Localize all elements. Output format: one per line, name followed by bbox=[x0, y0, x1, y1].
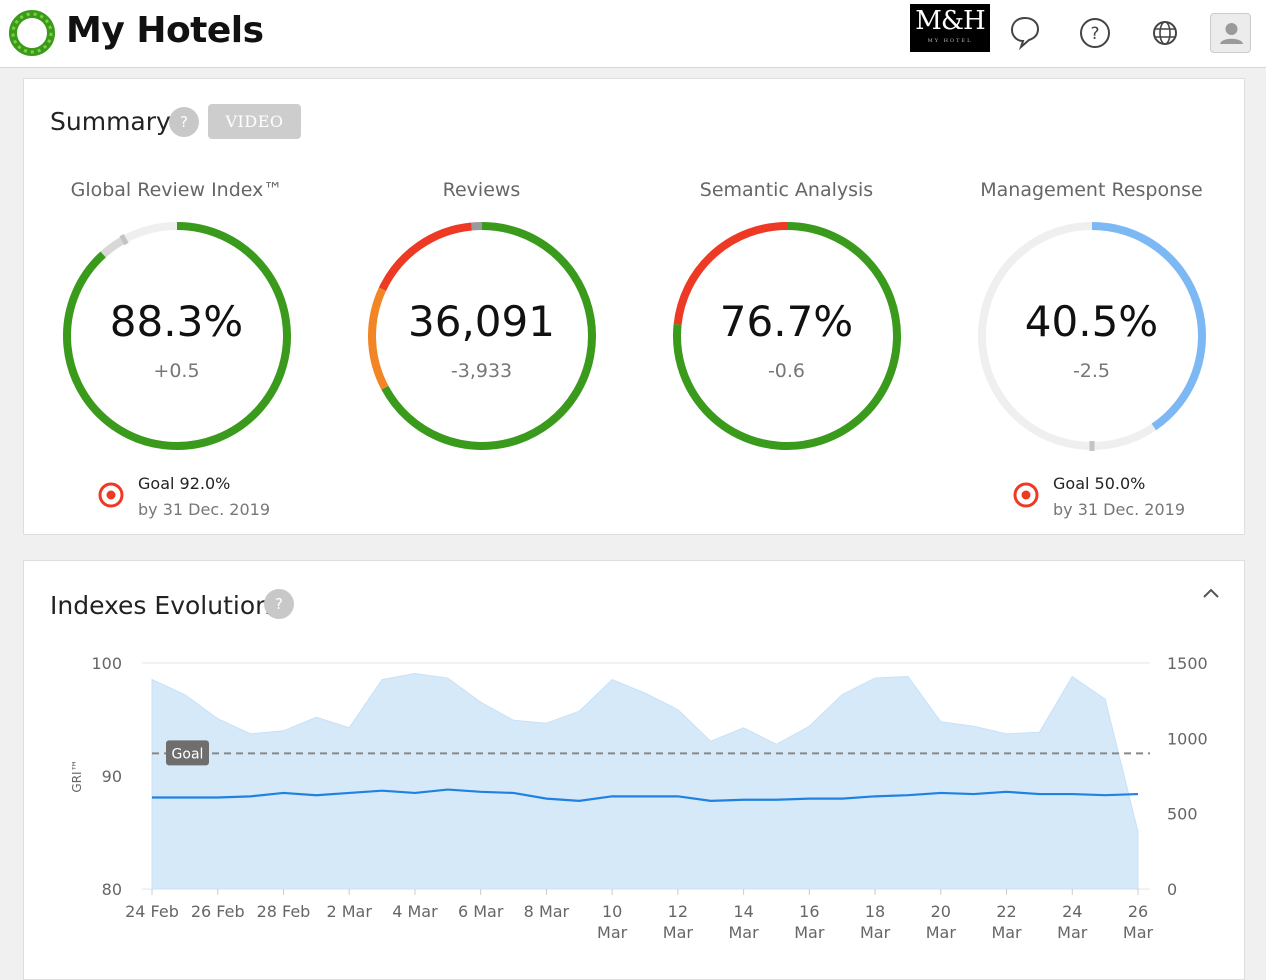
indexes-evolution-chart: Goal 100 90 80 1500 1000 500 0 GRI™ 24 Feb 26 Feb 2… bbox=[24, 561, 1246, 971]
x-tick-label: 2 Mar bbox=[326, 902, 372, 921]
reviews-area-series bbox=[152, 674, 1138, 889]
x-tick-label: Mar bbox=[597, 923, 628, 942]
brand-logo-bottom: MY HOTEL bbox=[910, 38, 990, 44]
app-title: My Hotels bbox=[66, 10, 264, 51]
x-tick-label: Mar bbox=[860, 923, 891, 942]
user-avatar-button[interactable] bbox=[1210, 13, 1251, 53]
y-tick-label: 90 bbox=[102, 767, 122, 786]
kpi-goal: Goal 92.0% by 31 Dec. 2019 bbox=[98, 472, 318, 522]
chat-bubble-icon[interactable] bbox=[1008, 14, 1042, 50]
kpi-delta: +0.5 bbox=[24, 360, 329, 382]
x-tick-label: 18 bbox=[865, 902, 885, 921]
x-tick-label: 26 bbox=[1128, 902, 1148, 921]
goal-date: by 31 Dec. 2019 bbox=[1053, 500, 1185, 519]
kpi-label: Reviews bbox=[329, 179, 634, 201]
summary-card: Summary ? VIDEO Global Review Index™ 88.… bbox=[23, 78, 1245, 535]
kpi-label: Management Response bbox=[939, 179, 1244, 201]
kpi-value: 40.5% bbox=[939, 297, 1244, 346]
kpi-goal: Goal 50.0% by 31 Dec. 2019 bbox=[1013, 472, 1233, 522]
x-tick-label: Mar bbox=[926, 923, 957, 942]
kpi-reviews[interactable]: Reviews 36,091 -3,933 bbox=[329, 79, 634, 536]
x-tick-label: Mar bbox=[794, 923, 825, 942]
y2-tick-label: 1000 bbox=[1167, 729, 1208, 748]
kpi-value: 76.7% bbox=[634, 297, 939, 346]
x-tick-label: 6 Mar bbox=[458, 902, 504, 921]
x-tick-label: 24 bbox=[1062, 902, 1082, 921]
x-tick-label: 14 bbox=[733, 902, 753, 921]
kpi-semantic-analysis[interactable]: Semantic Analysis 76.7% -0.6 bbox=[634, 79, 939, 536]
goal-label: Goal bbox=[172, 746, 204, 762]
help-circle-icon[interactable]: ? bbox=[1078, 14, 1112, 50]
x-tick-label: 12 bbox=[668, 902, 688, 921]
x-tick-label: 10 bbox=[602, 902, 622, 921]
y-tick-label: 80 bbox=[102, 880, 122, 899]
kpi-global-review-index[interactable]: Global Review Index™ 88.3% +0.5 Goal 92.… bbox=[24, 79, 329, 536]
y2-tick-label: 500 bbox=[1167, 805, 1198, 824]
x-tick-label: Mar bbox=[1057, 923, 1088, 942]
top-bar: My Hotels M&H MY HOTEL ? bbox=[0, 0, 1266, 68]
globe-icon[interactable] bbox=[1148, 14, 1182, 50]
x-tick-label: 22 bbox=[996, 902, 1016, 921]
ring-segment bbox=[103, 240, 124, 255]
y2-tick-label: 0 bbox=[1167, 880, 1177, 899]
x-tick-label: Mar bbox=[991, 923, 1022, 942]
goal-date: by 31 Dec. 2019 bbox=[138, 500, 270, 519]
kpi-management-response[interactable]: Management Response 40.5% -2.5 Goal 50.0… bbox=[939, 79, 1244, 536]
x-tick-label: 4 Mar bbox=[392, 902, 438, 921]
y2-tick-label: 1500 bbox=[1167, 654, 1208, 673]
kpi-delta: -0.6 bbox=[634, 360, 939, 382]
kpi-value: 88.3% bbox=[24, 297, 329, 346]
x-tick-label: 16 bbox=[799, 902, 819, 921]
x-tick-label: 20 bbox=[931, 902, 951, 921]
kpi-delta: -2.5 bbox=[939, 360, 1244, 382]
svg-text:?: ? bbox=[1090, 24, 1099, 44]
kpi-delta: -3,933 bbox=[329, 360, 634, 382]
target-icon bbox=[1013, 482, 1039, 508]
kpi-value: 36,091 bbox=[329, 297, 634, 346]
target-icon bbox=[98, 482, 124, 508]
goal-value: Goal 92.0% bbox=[138, 474, 230, 493]
y-axis-title: GRI™ bbox=[70, 759, 84, 792]
x-tick-label: 28 Feb bbox=[257, 902, 311, 921]
x-tick-label: 24 Feb bbox=[125, 902, 179, 921]
brand-logo-top: M&H bbox=[910, 4, 990, 38]
kpi-label: Global Review Index™ bbox=[24, 179, 329, 201]
goal-value: Goal 50.0% bbox=[1053, 474, 1145, 493]
x-tick-label: Mar bbox=[663, 923, 694, 942]
app-logo-icon[interactable] bbox=[8, 9, 56, 57]
y-tick-label: 100 bbox=[91, 654, 122, 673]
user-icon bbox=[1211, 14, 1252, 54]
kpi-label: Semantic Analysis bbox=[634, 179, 939, 201]
x-tick-label: Mar bbox=[1123, 923, 1154, 942]
x-tick-label: 8 Mar bbox=[524, 902, 570, 921]
x-tick-label: 26 Feb bbox=[191, 902, 245, 921]
x-tick-label: Mar bbox=[729, 923, 760, 942]
hotel-brand-logo[interactable]: M&H MY HOTEL bbox=[910, 4, 990, 52]
ring-segment bbox=[382, 226, 471, 289]
